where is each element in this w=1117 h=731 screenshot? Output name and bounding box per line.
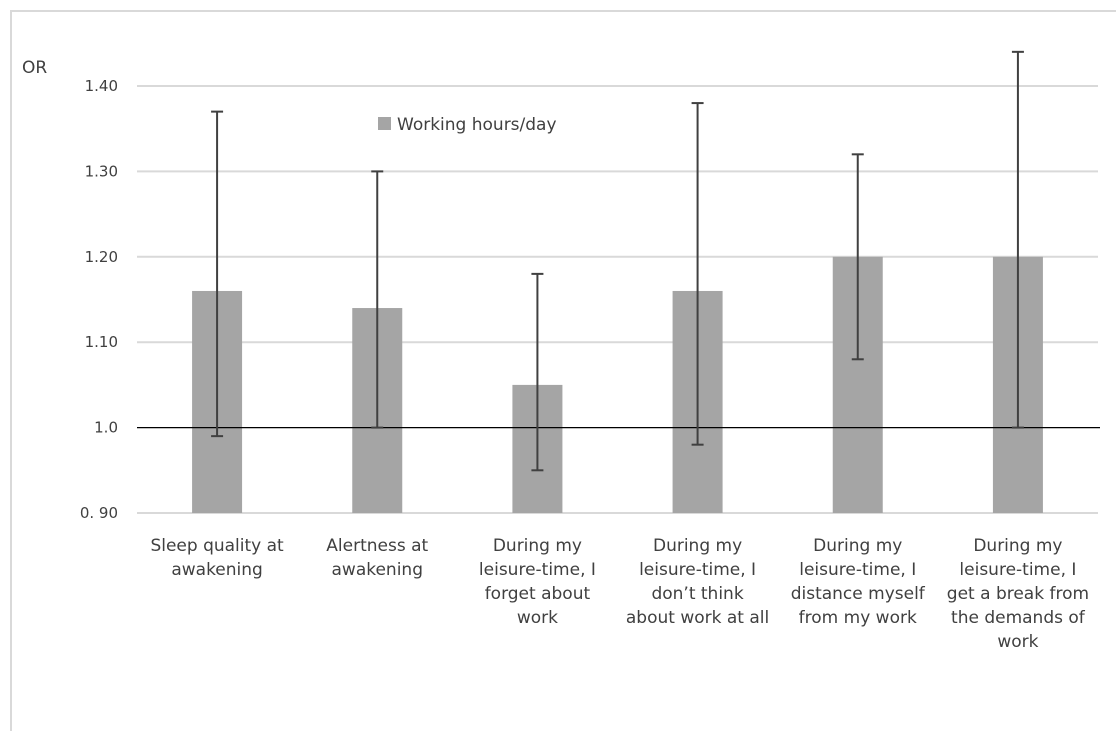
- x-category-label-line: leisure-time, I: [479, 560, 596, 580]
- x-category-label-line: leisure-time, I: [799, 560, 916, 580]
- x-category-label-line: leisure-time, I: [959, 560, 1076, 580]
- x-category-label: During my leisure-time, I get a break from…: [947, 536, 1089, 652]
- legend: Working hours/day: [378, 115, 557, 135]
- x-category-label: During my leisure-time, I forget about work: [479, 536, 596, 628]
- x-category-label-line: work: [997, 632, 1038, 652]
- x-category-label-line: During my: [493, 536, 582, 556]
- x-category-label: Sleep quality at awakening: [150, 536, 284, 580]
- x-category-label-line: from my work: [799, 608, 917, 628]
- x-category-label-line: get a break from: [947, 584, 1089, 604]
- y-axis-label: OR: [22, 58, 47, 78]
- x-category-label-line: the demands of: [951, 608, 1086, 628]
- x-category-label-line: Sleep quality at: [150, 536, 284, 556]
- x-category-label-line: don’t think: [651, 584, 743, 604]
- error-bar: [531, 272, 544, 472]
- error-bar: [851, 153, 864, 361]
- y-tick-label: 1.10: [85, 333, 118, 351]
- bars: [192, 256, 1043, 513]
- error-bars: [211, 50, 1024, 472]
- legend-label: Working hours/day: [397, 115, 557, 135]
- error-bar: [1011, 50, 1024, 429]
- x-category-label-line: Alertness at: [326, 536, 428, 556]
- x-category-labels: Sleep quality at awakening Alertness at awa…: [150, 536, 1089, 652]
- y-tick-label: 1.30: [85, 162, 118, 180]
- x-category-label: Alertness at awakening: [326, 536, 428, 580]
- x-category-label: During my leisure-time, I distance myself f…: [791, 536, 926, 628]
- y-tick-label: 1.40: [85, 77, 118, 95]
- error-bar: [371, 170, 384, 429]
- x-category-label-line: During my: [973, 536, 1062, 556]
- x-category-label-line: about work at all: [626, 608, 769, 628]
- chart-frame: [10, 10, 1116, 731]
- y-tick-labels: 0. 90 1.0 1.10 1.20 1.30 1.40: [80, 77, 118, 522]
- x-category-label-line: work: [517, 608, 558, 628]
- x-category-label-line: distance myself: [791, 584, 926, 604]
- legend-swatch: [378, 117, 391, 130]
- x-category-label: During my leisure-time, I don’t think about…: [626, 536, 769, 628]
- gridlines: [137, 85, 1098, 514]
- y-tick-label: 1.0: [94, 419, 118, 437]
- x-category-label-line: awakening: [332, 560, 424, 580]
- x-category-label-line: During my: [653, 536, 742, 556]
- x-category-label-line: During my: [813, 536, 902, 556]
- y-tick-label: 1.20: [85, 248, 118, 266]
- x-category-label-line: awakening: [171, 560, 263, 580]
- error-bar: [211, 110, 224, 438]
- x-category-label-line: leisure-time, I: [639, 560, 756, 580]
- x-category-label-line: forget about: [485, 584, 591, 604]
- error-bar: [691, 102, 704, 446]
- y-tick-label: 0. 90: [80, 504, 118, 522]
